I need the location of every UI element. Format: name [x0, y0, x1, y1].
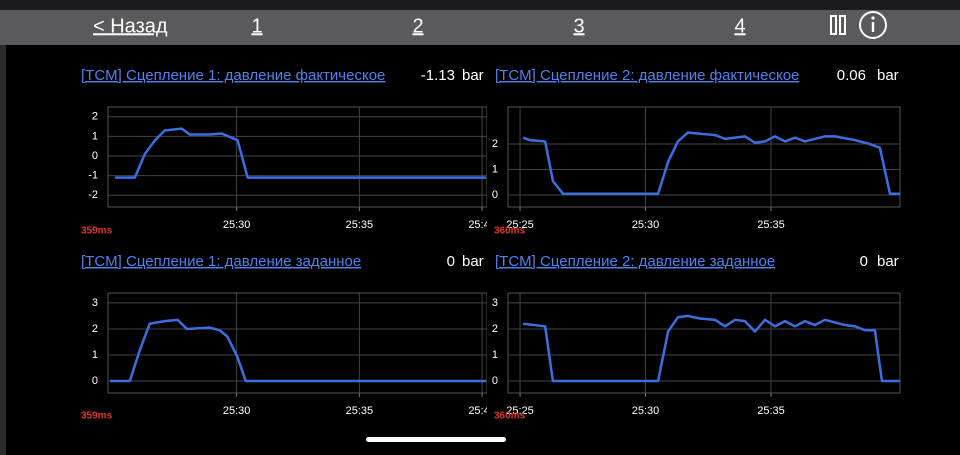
latency-label: 360ms: [494, 411, 526, 422]
chart-title[interactable]: [TCM] Сцепление 2: давление заданное: [495, 253, 775, 270]
pause-button[interactable]: [830, 15, 846, 35]
y-tick-label: 0: [92, 375, 98, 387]
back-link[interactable]: < Назад: [93, 15, 168, 37]
home-indicator: [366, 437, 506, 442]
unit: bar: [462, 253, 484, 270]
status-strip: [0, 0, 960, 10]
info-button[interactable]: [859, 11, 887, 39]
current-value: -1.13: [421, 67, 455, 84]
plot-frame: [107, 106, 487, 208]
y-tick-label: 1: [92, 130, 98, 142]
tab[interactable]: 1: [251, 15, 262, 37]
unit: bar: [877, 253, 899, 270]
y-tick-label: 2: [92, 323, 98, 335]
y-tick-label: 3: [92, 297, 98, 309]
y-tick-label: 2: [92, 111, 98, 123]
y-tick-label: 0: [492, 189, 498, 201]
y-tick-label: 1: [492, 163, 498, 175]
y-tick-label: -2: [88, 189, 98, 201]
x-tick-label: 25:35: [346, 405, 374, 417]
y-tick-label: 0: [92, 150, 98, 162]
left-edge: [0, 45, 6, 455]
x-tick-label: 25:30: [223, 405, 251, 417]
current-value: 0: [860, 253, 868, 270]
chart-title[interactable]: [TCM] Сцепление 1: давление фактическое: [81, 67, 385, 84]
tab[interactable]: 2: [412, 15, 423, 37]
x-tick-label: 25:35: [757, 219, 785, 231]
tab[interactable]: 3: [573, 15, 584, 37]
unit: bar: [877, 67, 899, 84]
plot-frame: [507, 292, 901, 394]
y-tick-label: 2: [492, 138, 498, 150]
current-value: 0.06: [837, 67, 866, 84]
y-tick-label: 1: [92, 349, 98, 361]
x-tick-label: 25:25: [506, 405, 534, 417]
chart-panel: [TCM] Сцепление 1: давление заданное 0 bar…: [81, 253, 496, 422]
chart-title[interactable]: [TCM] Сцепление 1: давление заданное: [81, 253, 361, 270]
data-line: [522, 314, 900, 383]
chart-panel: [TCM] Сцепление 1: давление фактическое -…: [81, 67, 496, 237]
plot-frame: [507, 106, 901, 208]
x-tick-label: 25:25: [506, 219, 534, 231]
charts: [TCM] Сцепление 1: давление фактическое -…: [81, 67, 901, 422]
x-tick-label: 25:30: [223, 219, 251, 231]
tab[interactable]: 4: [734, 15, 745, 37]
y-tick-label: -1: [88, 170, 98, 182]
latency-label: 359ms: [81, 226, 113, 237]
y-tick-label: 1: [492, 349, 498, 361]
x-tick-label: 25:30: [632, 405, 660, 417]
latency-label: 359ms: [81, 411, 113, 422]
y-tick-label: 0: [492, 375, 498, 387]
current-value: 0: [447, 253, 455, 270]
chart-panel: [TCM] Сцепление 2: давление фактическое 0…: [492, 67, 901, 237]
x-tick-label: 25:40: [468, 405, 496, 417]
y-tick-label: 3: [492, 297, 498, 309]
x-tick-label: 25:35: [757, 405, 785, 417]
unit: bar: [462, 67, 484, 84]
latency-label: 360ms: [494, 226, 526, 237]
data-line: [522, 131, 900, 195]
chart-title[interactable]: [TCM] Сцепление 2: давление фактическое: [495, 67, 799, 84]
top-bar: [0, 10, 960, 45]
x-tick-label: 25:40: [468, 219, 496, 231]
x-tick-label: 25:30: [632, 219, 660, 231]
data-line: [114, 127, 487, 179]
x-tick-label: 25:35: [346, 219, 374, 231]
chart-panel: [TCM] Сцепление 2: давление заданное 0 bar…: [492, 253, 901, 422]
plot-frame: [107, 292, 487, 394]
y-tick-label: 2: [492, 323, 498, 335]
data-line: [109, 318, 487, 383]
